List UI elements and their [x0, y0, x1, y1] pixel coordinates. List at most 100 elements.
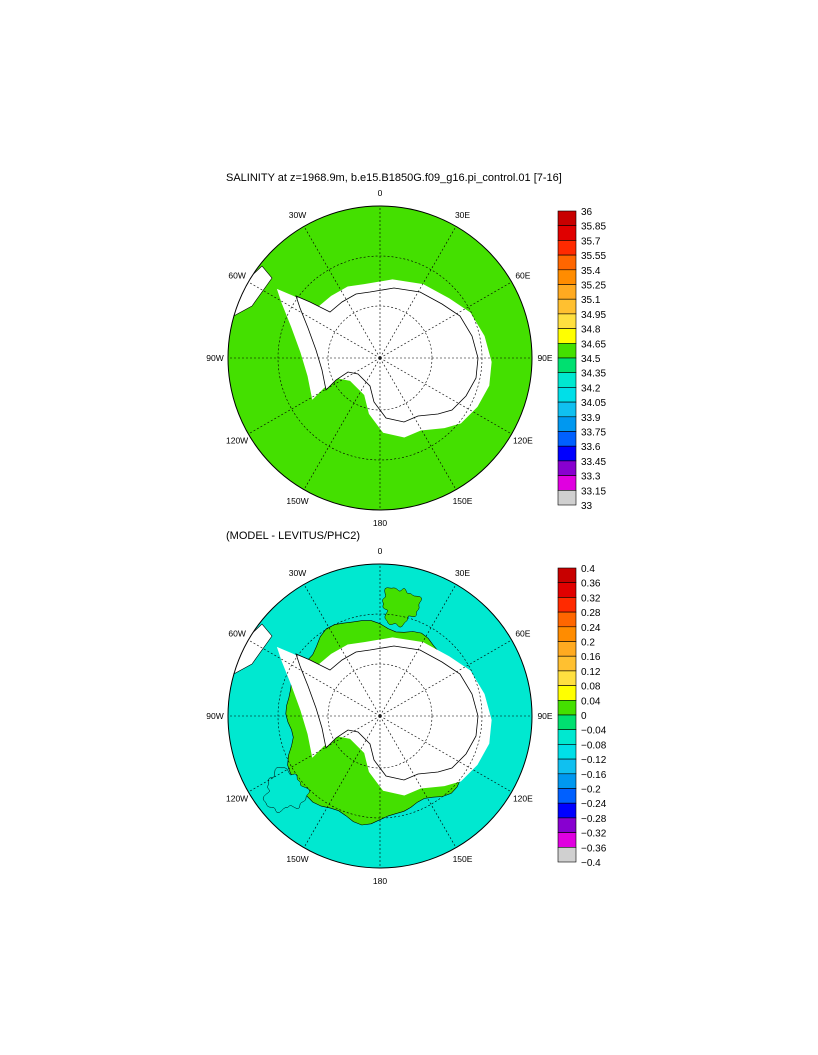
- colorbar-swatch: [557, 225, 577, 241]
- colorbar-label: −0.36: [581, 843, 607, 854]
- colorbar-label: 35.55: [581, 251, 606, 262]
- longitude-label-right_upper: 60E: [515, 271, 530, 281]
- colorbar-label: −0.16: [581, 770, 607, 781]
- contour-region: [382, 587, 422, 628]
- colorbar-swatch: [557, 700, 577, 716]
- longitude-label-right_upper: 60E: [515, 629, 530, 639]
- map-title-salinity: SALINITY at z=1968.9m, b.e15.B1850G.f09_…: [226, 172, 562, 184]
- colorbar-label: 35.25: [581, 281, 606, 292]
- colorbar-swatch: [557, 641, 577, 657]
- colorbar-label: −0.24: [581, 799, 607, 810]
- colorbar-swatch: [557, 298, 577, 315]
- meridian-line: [248, 715, 381, 793]
- longitude-label-right_lower: 120E: [513, 436, 533, 446]
- colorbar-label: 33.3: [581, 472, 601, 483]
- colorbar-label: 0.36: [581, 579, 601, 590]
- map-border: [227, 563, 533, 869]
- meridian-line: [379, 357, 457, 490]
- colorbar-swatch: [557, 254, 577, 271]
- colorbar-difference: 0.4 0.36 0.32 0.28 0.24 0.2 0.16 0.12 0.08 0.04 0 −…: [557, 564, 607, 869]
- meridian-line: [248, 357, 381, 435]
- meridian-line: [303, 584, 381, 717]
- colorbar-label: 33.45: [581, 457, 606, 468]
- colorbar-label: 0.32: [581, 593, 601, 604]
- colorbar-swatch: [557, 773, 577, 789]
- colorbar-label: −0.08: [581, 740, 607, 751]
- colorbar-swatch: [557, 489, 577, 506]
- colorbar-label: 33.15: [581, 486, 606, 497]
- colorbar-label: 35.4: [581, 266, 601, 277]
- meridian-line: [379, 639, 512, 717]
- colorbar-salinity: 36 35.85 35.7 35.55 35.4 35.25 35.1 34.95 34.8 34…: [557, 207, 606, 512]
- longitude-label-left_lower: 120W: [226, 794, 248, 804]
- colorbar-label: −0.04: [581, 726, 607, 737]
- longitude-label-top_left: 30W: [289, 568, 306, 578]
- colorbar-label: 35.7: [581, 236, 601, 247]
- longitude-label-bottom_right: 150E: [453, 496, 473, 506]
- longitude-label-bottom_left: 150W: [286, 854, 308, 864]
- colorbar-swatch: [557, 416, 577, 432]
- colorbar-swatch: [557, 744, 577, 760]
- longitude-label-top_right: 30E: [455, 210, 470, 220]
- colorbar-swatch: [557, 313, 577, 329]
- meridian-line: [379, 584, 457, 717]
- colorbar-swatch: [557, 269, 577, 285]
- colorbar-label: 0: [581, 711, 587, 722]
- longitude-label-right: 90E: [537, 353, 552, 363]
- colorbar-label: 33: [581, 501, 593, 512]
- meridian-line: [248, 281, 381, 359]
- longitude-label-right: 90E: [537, 711, 552, 721]
- colorbar-label: 35.1: [581, 295, 601, 306]
- colorbar-label: 34.2: [581, 383, 601, 394]
- colorbar-swatch: [557, 210, 577, 226]
- colorbar-swatch: [557, 328, 577, 344]
- colorbar-label: 0.4: [581, 564, 595, 575]
- longitude-label-top: 0: [378, 546, 383, 556]
- colorbar-swatch: [557, 240, 577, 256]
- longitude-label-top_right: 30E: [455, 568, 470, 578]
- colorbar-swatch: [557, 372, 577, 388]
- colorbar-label: −0.28: [581, 814, 607, 825]
- colorbar-swatch: [557, 357, 577, 373]
- colorbar-swatch: [557, 387, 577, 403]
- colorbar-swatch: [557, 431, 577, 447]
- map-border: [227, 205, 533, 511]
- meridian-line: [303, 226, 381, 359]
- colorbar-swatch: [557, 729, 577, 745]
- longitude-label-left_upper: 60W: [228, 629, 245, 639]
- colorbar-label: 33.75: [581, 428, 606, 439]
- colorbar-label: −0.2: [581, 785, 601, 796]
- colorbar-swatch: [557, 460, 577, 476]
- meridian-line: [379, 715, 512, 793]
- map-title-difference: (MODEL - LEVITUS/PHC2): [226, 530, 361, 542]
- colorbar-label: 0.24: [581, 623, 601, 634]
- colorbar-label: 0.28: [581, 608, 601, 619]
- colorbar-swatch: [557, 597, 577, 613]
- longitude-label-right_lower: 120E: [513, 794, 533, 804]
- colorbar-label: 33.9: [581, 413, 601, 424]
- meridian-line: [379, 715, 457, 848]
- colorbar-label: 0.08: [581, 682, 601, 693]
- meridian-line: [303, 357, 381, 490]
- colorbar-swatch: [557, 475, 577, 491]
- colorbar-label: 0.2: [581, 638, 595, 649]
- colorbar-swatch: [557, 788, 577, 804]
- longitude-label-top: 0: [378, 188, 383, 198]
- longitude-label-top_left: 30W: [289, 210, 306, 220]
- colorbar-label: 34.8: [581, 325, 601, 336]
- colorbar-label: −0.4: [581, 858, 601, 869]
- colorbar-swatch: [557, 758, 577, 775]
- colorbar-swatch: [557, 567, 577, 583]
- colorbar-swatch: [557, 343, 577, 359]
- colorbar-swatch: [557, 655, 577, 672]
- antarctic-polar-map-difference: 0 30E 60E 90E 120E 150E 180 150W 120W 90W 60W 30W: [206, 546, 553, 886]
- colorbar-label: −0.12: [581, 755, 607, 766]
- colorbar-swatch: [557, 582, 577, 598]
- colorbar-label: 36: [581, 207, 593, 218]
- colorbar-label: 0.16: [581, 652, 601, 663]
- longitude-label-bottom: 180: [373, 876, 387, 886]
- meridian-line: [379, 357, 512, 435]
- colorbar-swatch: [557, 832, 577, 848]
- contour-region: [262, 767, 310, 813]
- colorbar-label: 0.04: [581, 696, 601, 707]
